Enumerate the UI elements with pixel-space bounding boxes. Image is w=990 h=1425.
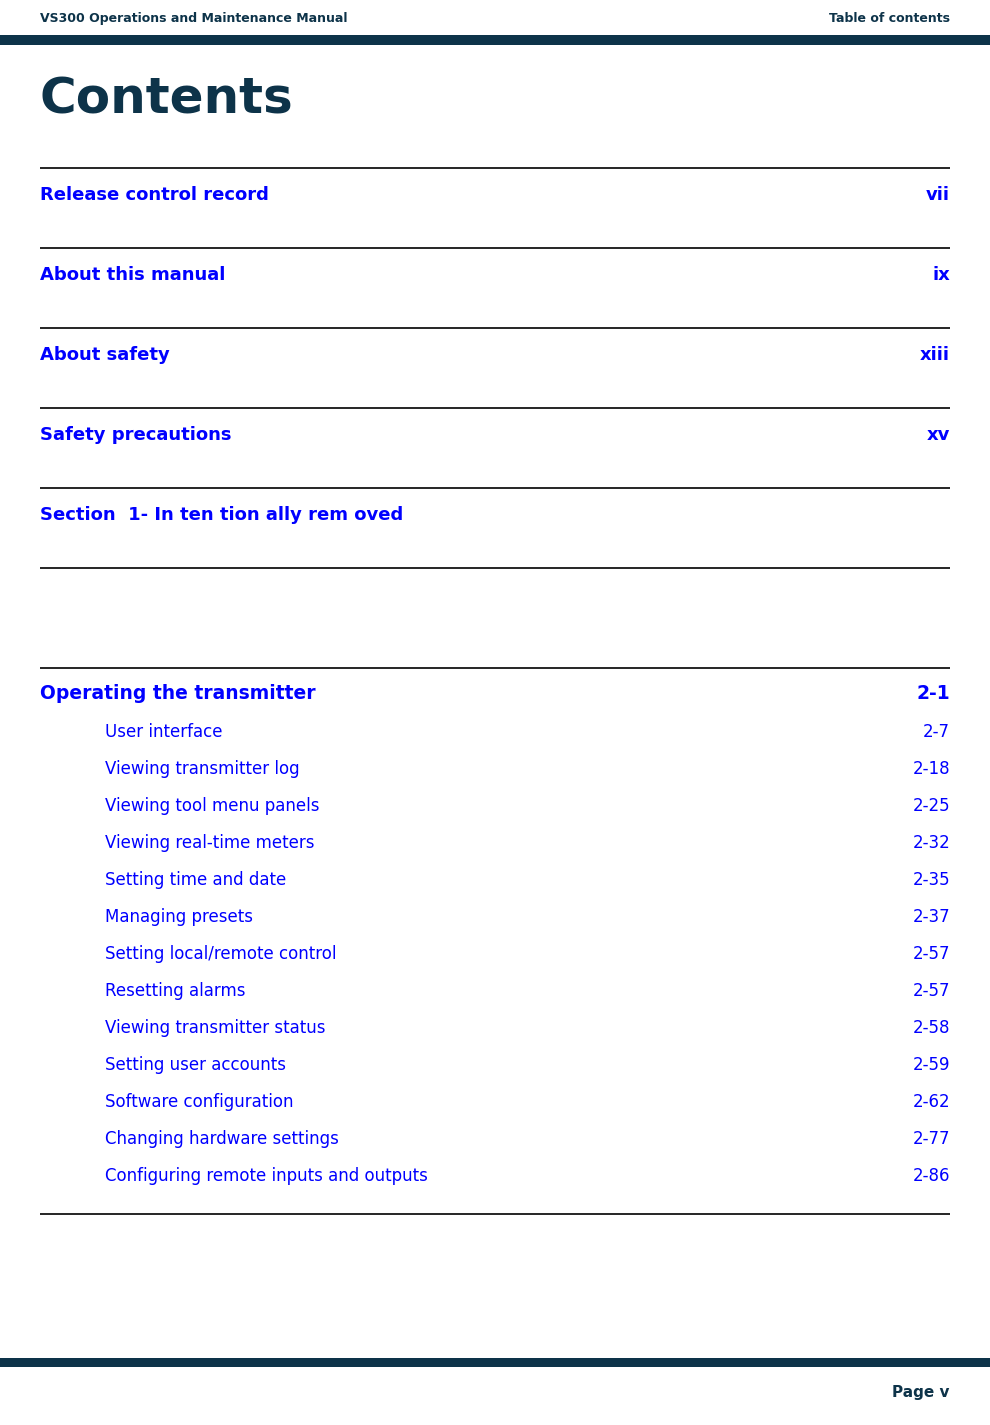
Text: Resetting alarms: Resetting alarms: [105, 982, 246, 1000]
Text: Viewing transmitter status: Viewing transmitter status: [105, 1019, 326, 1037]
Text: Viewing transmitter log: Viewing transmitter log: [105, 760, 300, 778]
Text: Safety precautions: Safety precautions: [40, 426, 232, 445]
Text: Setting local/remote control: Setting local/remote control: [105, 945, 337, 963]
Text: User interface: User interface: [105, 722, 223, 741]
Text: Configuring remote inputs and outputs: Configuring remote inputs and outputs: [105, 1167, 428, 1186]
Text: 2-62: 2-62: [913, 1093, 950, 1112]
Text: 2-59: 2-59: [913, 1056, 950, 1074]
Text: 2-37: 2-37: [913, 908, 950, 926]
Text: Contents: Contents: [40, 76, 294, 123]
Text: Setting user accounts: Setting user accounts: [105, 1056, 286, 1074]
Text: vii: vii: [926, 187, 950, 204]
Text: 2-1: 2-1: [917, 684, 950, 703]
Text: 2-58: 2-58: [913, 1019, 950, 1037]
Bar: [0, 36, 990, 46]
Text: About safety: About safety: [40, 346, 169, 363]
Text: Software configuration: Software configuration: [105, 1093, 293, 1112]
Text: Table of contents: Table of contents: [829, 11, 950, 26]
Text: 2-57: 2-57: [913, 982, 950, 1000]
Text: 2-7: 2-7: [923, 722, 950, 741]
Text: Page v: Page v: [893, 1385, 950, 1399]
Text: Changing hardware settings: Changing hardware settings: [105, 1130, 339, 1149]
Text: Managing presets: Managing presets: [105, 908, 253, 926]
Text: xv: xv: [927, 426, 950, 445]
Bar: [0, 1358, 990, 1367]
Text: Operating the transmitter: Operating the transmitter: [40, 684, 316, 703]
Text: 2-77: 2-77: [913, 1130, 950, 1149]
Text: 2-32: 2-32: [912, 834, 950, 852]
Text: About this manual: About this manual: [40, 266, 226, 284]
Text: 2-57: 2-57: [913, 945, 950, 963]
Text: Viewing tool menu panels: Viewing tool menu panels: [105, 797, 320, 815]
Text: Viewing real-time meters: Viewing real-time meters: [105, 834, 315, 852]
Text: VS300 Operations and Maintenance Manual: VS300 Operations and Maintenance Manual: [40, 11, 347, 26]
Text: 2-18: 2-18: [913, 760, 950, 778]
Text: 2-35: 2-35: [913, 871, 950, 889]
Text: 2-86: 2-86: [913, 1167, 950, 1186]
Text: 2-25: 2-25: [913, 797, 950, 815]
Text: Release control record: Release control record: [40, 187, 269, 204]
Text: xiii: xiii: [920, 346, 950, 363]
Text: Setting time and date: Setting time and date: [105, 871, 286, 889]
Text: ix: ix: [933, 266, 950, 284]
Text: Section  1- In ten tion ally rem oved: Section 1- In ten tion ally rem oved: [40, 506, 403, 524]
